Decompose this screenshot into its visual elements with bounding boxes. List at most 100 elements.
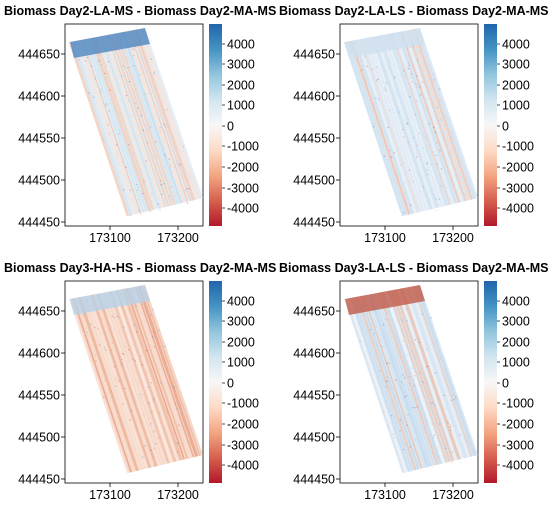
- panel-4-raster-pixel: [392, 433, 395, 435]
- panel-4-raster-pixel: [400, 307, 402, 310]
- panel-3-raster-pixel: [161, 414, 163, 416]
- panel-4-raster-pixel: [410, 338, 412, 340]
- panel-4-raster-strip: [406, 287, 467, 459]
- panel-3-raster-pixel: [123, 409, 126, 411]
- panel-4-raster-pixel: [413, 448, 415, 450]
- panel-2-raster-pixel: [416, 144, 418, 147]
- panel-4-raster-pixel: [427, 383, 429, 385]
- panel-2-raster-pixel: [414, 113, 416, 116]
- panel-1-raster-pixel: [159, 127, 161, 129]
- panel-4-raster-pixel: [377, 330, 379, 332]
- map-panel-3: Biomass Day3-HA-HS - Biomass Day2-MA-MS 4…: [0, 257, 276, 514]
- panel-4-raster-pixel: [364, 317, 367, 319]
- panel-4-y-tick-label: 444650: [293, 305, 335, 319]
- panel-4-raster-pixel: [412, 407, 414, 409]
- panel-3-raster-pixel: [142, 456, 144, 458]
- panel-3-colorbar-tick-label: 2000: [227, 336, 255, 350]
- panel-3-raster-pixel: [152, 336, 154, 338]
- panel-3-raster-pixel: [103, 396, 105, 399]
- panel-3-raster-pixel: [99, 344, 101, 346]
- panel-4-raster-pixel: [378, 382, 381, 384]
- panel-4-raster-pixel: [403, 384, 405, 386]
- panel-4-headland-band: [345, 285, 425, 315]
- panel-3-y-tick-label: 444600: [18, 347, 60, 361]
- panel-1-raster-pixel: [179, 164, 181, 166]
- panel-4-colorbar-tick-label: 2000: [502, 336, 530, 350]
- panel-4-raster-pixel: [455, 396, 457, 398]
- panel-4-raster-pixel: [386, 381, 388, 383]
- panel-2-raster-strip: [384, 34, 445, 207]
- panel-1-raster-pixel: [166, 95, 168, 97]
- panel-3-raster-pixel: [144, 343, 146, 345]
- panel-4-raster-pixel: [409, 446, 411, 448]
- panel-1-raster-pixel: [163, 153, 166, 155]
- panel-2-raster-pixel: [416, 75, 418, 77]
- panel-1-raster-pixel: [183, 146, 185, 148]
- panel-1-raster-pixel: [168, 158, 170, 160]
- panel-3-raster-pixel: [121, 353, 123, 355]
- panel-3-raster-pixel: [153, 346, 155, 348]
- panel-1-raster-strip: [90, 37, 152, 212]
- panel-4-colorbar-tick-label: -2000: [502, 418, 534, 432]
- panel-3-colorbar-tick-label: -2000: [227, 418, 259, 432]
- panel-4-raster-pixel: [407, 414, 409, 416]
- panel-2-raster-strip: [378, 35, 439, 208]
- panel-4-raster-pixel: [359, 340, 361, 342]
- panel-2-raster-pixel: [388, 59, 390, 62]
- panel-3-raster-pixel: [176, 413, 178, 416]
- panel-2-raster-pixel: [393, 64, 395, 66]
- panel-4-raster-pixel: [390, 329, 392, 331]
- panel-3-raster-pixel: [157, 375, 159, 377]
- panel-1-raster-pixel: [186, 202, 189, 204]
- panel-3-raster-pixel: [178, 424, 180, 426]
- panel-2-raster-pixel: [419, 86, 421, 88]
- panel-4-raster-pixel: [386, 377, 388, 379]
- panel-4-raster-pixel: [386, 379, 388, 382]
- panel-2-raster-pixel: [441, 147, 443, 149]
- panel-4-y-tick-label: 444600: [293, 347, 335, 361]
- panel-4-raster-pixel: [431, 324, 433, 326]
- panel-1-raster-pixel: [184, 189, 186, 191]
- panel-4-raster-pixel: [413, 385, 415, 387]
- panel-4-raster-pixel: [427, 365, 429, 367]
- panel-1-raster-pixel: [155, 141, 157, 143]
- panel-3-raster-pixel: [121, 358, 123, 360]
- panel-3-raster-pixel: [92, 321, 94, 324]
- panel-4-raster-strip: [368, 293, 430, 468]
- panel-3-raster-pixel: [94, 326, 96, 329]
- panel-2-raster-pixel: [377, 78, 379, 80]
- panel-2-raster-pixel: [364, 55, 366, 57]
- panel-4-raster-pixel: [369, 329, 371, 331]
- panel-3-raster-pixel: [104, 347, 106, 349]
- panel-2-raster-pixel: [422, 43, 425, 45]
- panel-3-raster-pixel: [150, 449, 152, 451]
- panel-4-raster-pixel: [406, 354, 409, 356]
- panel-1-raster-pixel: [189, 176, 192, 179]
- panel-1-raster-pixel: [153, 204, 155, 206]
- panel-2-raster-pixel: [407, 62, 410, 64]
- panel-2-raster-pixel: [435, 154, 437, 156]
- panel-2-raster-pixel: [389, 109, 391, 111]
- panel-2-raster-strip: [391, 33, 451, 205]
- panel-1-raster-strip: [84, 38, 145, 213]
- panel-4-raster-pixel: [426, 365, 428, 368]
- panel-3-raster-pixel: [136, 406, 138, 408]
- panel-2-raster-pixel: [420, 87, 422, 89]
- panel-1-raster-pixel: [170, 186, 172, 188]
- panel-1-raster-pixel: [143, 181, 145, 183]
- panel-1-raster-pixel: [141, 195, 143, 197]
- panel-3-raster-pixel: [153, 398, 155, 400]
- panel-2-raster-pixel: [404, 105, 406, 107]
- panel-1-raster-pixel: [108, 110, 110, 112]
- panel-2-raster-pixel: [416, 156, 418, 158]
- panel-2-raster-pixel: [408, 64, 410, 66]
- panel-3-raster-pixel: [148, 416, 151, 419]
- panel-4-raster-pixel: [404, 377, 406, 379]
- panel-1-raster-pixel: [133, 160, 135, 162]
- panel-2-raster-pixel: [388, 66, 390, 68]
- panel-3-raster-strip: [84, 295, 145, 470]
- panel-2-raster-pixel: [418, 132, 420, 134]
- panel-2-raster-pixel: [464, 193, 466, 195]
- panel-2-raster-pixel: [434, 89, 436, 91]
- panel-2-raster-pixel: [437, 141, 439, 143]
